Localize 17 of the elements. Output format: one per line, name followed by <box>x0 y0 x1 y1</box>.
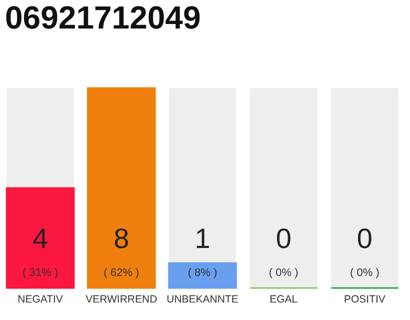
data-label: 0 <box>276 223 292 254</box>
annotation: ( 31% ) <box>22 267 58 279</box>
annotation: ( 8% ) <box>188 267 218 279</box>
annotation: ( 0% ) <box>350 267 380 279</box>
x-tick-label: NEGATIV <box>18 294 63 306</box>
data-label: 1 <box>194 223 210 254</box>
x-tick-label: VERWIRREND <box>86 294 158 306</box>
data-label: 4 <box>32 223 48 254</box>
data-label: 0 <box>356 223 373 254</box>
x-tick-label: POSITIV <box>344 294 386 306</box>
data-label: 8 <box>114 223 130 254</box>
x-tick-label: UNBEKANNTE <box>166 294 238 306</box>
annotation: ( 0% ) <box>268 267 298 279</box>
annotation: ( 62% ) <box>104 267 140 279</box>
bar <box>168 262 237 289</box>
x-tick-label: EGAL <box>270 294 298 306</box>
chart-title: 06921712049 <box>5 0 201 36</box>
